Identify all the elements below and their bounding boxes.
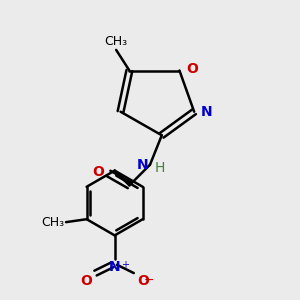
Text: O: O <box>137 274 149 288</box>
Text: −: − <box>143 274 154 287</box>
Text: O: O <box>80 274 92 288</box>
Text: +: + <box>121 260 129 269</box>
Text: N: N <box>201 105 212 119</box>
Text: O: O <box>186 62 198 76</box>
Text: O: O <box>92 165 104 179</box>
Text: CH₃: CH₃ <box>105 35 128 48</box>
Text: N: N <box>137 158 148 172</box>
Text: N: N <box>109 260 121 274</box>
Text: H: H <box>154 161 165 175</box>
Text: CH₃: CH₃ <box>41 216 64 229</box>
